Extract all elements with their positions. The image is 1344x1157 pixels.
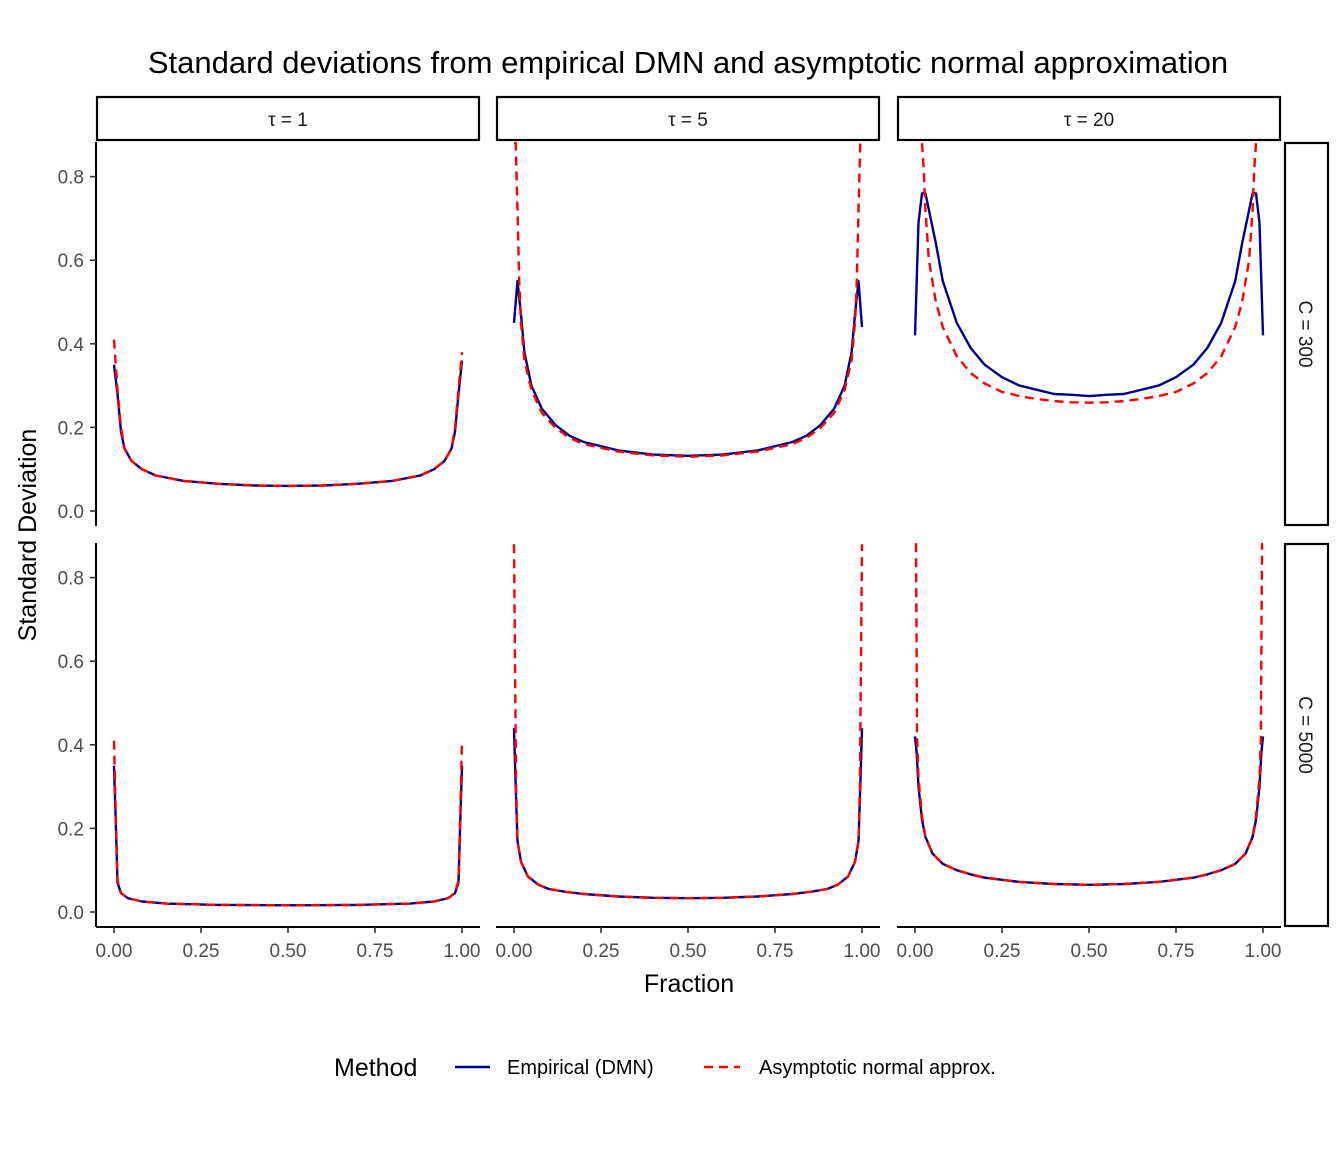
x-tick-label: 0.00 — [496, 941, 533, 962]
x-tick-label: 0.25 — [583, 941, 620, 962]
row-strip — [1283, 141, 1330, 527]
series-line-asymptotic — [512, 544, 864, 900]
panel-0-2 — [913, 143, 1265, 404]
facet-grid: τ = 1 τ = 5 τ = 20 C = 300 C = 5000 0.0 0.2 0.4… — [58, 95, 1330, 962]
panel-0-1 — [512, 142, 864, 458]
x-tick-label: 0.00 — [897, 941, 934, 962]
panel-1-0 — [112, 740, 464, 907]
x-tick-label: 0.50 — [670, 941, 707, 962]
x-tick-label: 1.00 — [1245, 941, 1282, 962]
series-line-empirical — [913, 192, 1265, 398]
series-line-asymptotic — [112, 339, 464, 488]
legend-label-empirical: Empirical (DMN) — [507, 1057, 654, 1079]
y-tick-label: 0.0 — [58, 502, 84, 523]
y-axis-title: Standard Deviation — [14, 429, 42, 642]
y-tick-label: 0.2 — [58, 819, 84, 840]
series-line-asymptotic — [920, 143, 1258, 404]
x-tick-label: 1.00 — [444, 941, 481, 962]
panel-0-0 — [112, 339, 464, 488]
x-tick-label: 0.50 — [270, 941, 307, 962]
x-tick-label: 0.50 — [1071, 941, 1108, 962]
x-tick-label: 0.25 — [183, 941, 220, 962]
column-strip — [896, 95, 1282, 142]
chart-title: Standard deviations from empirical DMN a… — [148, 45, 1228, 80]
y-tick-label: 0.6 — [58, 251, 84, 272]
legend-title: Method — [334, 1054, 417, 1082]
series-line-asymptotic — [112, 740, 464, 907]
x-axis-title: Fraction — [644, 970, 734, 998]
column-strip — [95, 95, 481, 142]
y-tick-label: 0.2 — [58, 418, 84, 439]
x-tick-label: 1.00 — [844, 941, 881, 962]
series-line-empirical — [512, 279, 864, 457]
x-tick-label: 0.25 — [984, 941, 1021, 962]
y-tick-label: 0.8 — [58, 569, 84, 590]
row-strip — [1283, 542, 1330, 928]
column-strip — [495, 95, 881, 142]
x-tick-label: 0.75 — [1158, 941, 1195, 962]
row-strip-label: C = 300 — [1294, 300, 1315, 367]
y-tick-label: 0.4 — [58, 736, 85, 757]
y-tick-label: 0.4 — [58, 335, 85, 356]
legend: Method Empirical (DMN) Asymptotic normal… — [334, 1054, 996, 1082]
y-tick-label: 0.6 — [58, 652, 84, 673]
x-tick-label: 0.75 — [757, 941, 794, 962]
y-tick-label: 0.0 — [58, 903, 84, 924]
x-tick-label: 0.75 — [357, 941, 394, 962]
row-strip-label: C = 5000 — [1294, 696, 1315, 774]
panel-1-1 — [512, 544, 864, 900]
column-strip-label: τ = 1 — [268, 110, 308, 131]
x-tick-label: 0.00 — [96, 941, 133, 962]
legend-label-asymptotic: Asymptotic normal approx. — [759, 1057, 996, 1079]
series-line-empirical — [913, 736, 1265, 886]
y-tick-label: 0.8 — [58, 168, 84, 189]
column-strip-label: τ = 20 — [1064, 110, 1114, 131]
column-strip-label: τ = 5 — [668, 110, 708, 131]
panel-1-2 — [913, 543, 1265, 886]
